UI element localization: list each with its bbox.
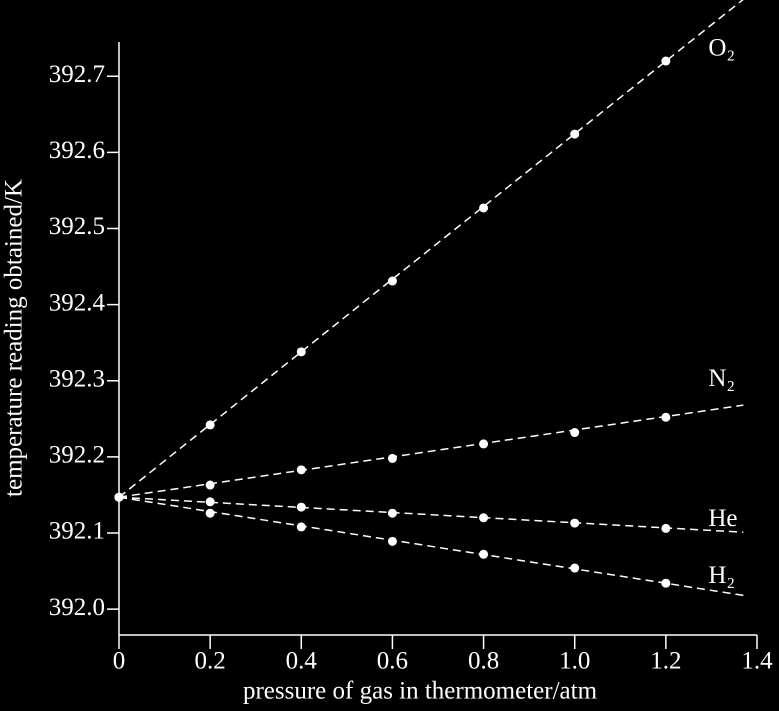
data-point bbox=[661, 523, 671, 533]
data-point bbox=[661, 56, 671, 66]
data-point bbox=[296, 502, 306, 512]
data-point bbox=[479, 439, 489, 449]
fit-line bbox=[119, 496, 744, 597]
x-tick-label: 1.4 bbox=[741, 648, 773, 675]
x-tick-label: 0.6 bbox=[377, 648, 408, 675]
series-label: N₂ bbox=[708, 365, 735, 392]
x-tick-label: 0.2 bbox=[195, 648, 226, 675]
x-tick-label: 1.0 bbox=[559, 648, 590, 675]
series-label: O₂ bbox=[708, 35, 735, 62]
y-tick-label: 392.5 bbox=[49, 213, 105, 240]
data-point bbox=[296, 522, 306, 532]
fit-line bbox=[119, 496, 744, 533]
y-tick-label: 392.7 bbox=[49, 61, 105, 88]
x-tick-label: 0 bbox=[113, 648, 126, 675]
x-axis-label: pressure of gas in thermometer/atm bbox=[243, 678, 598, 705]
data-point bbox=[570, 129, 580, 139]
y-tick-label: 392.1 bbox=[49, 518, 105, 545]
y-tick-label: 392.0 bbox=[49, 594, 105, 621]
fit-line bbox=[119, 404, 744, 498]
series-label: He bbox=[708, 505, 737, 532]
data-point bbox=[387, 276, 397, 286]
x-tick-label: 0.8 bbox=[468, 648, 499, 675]
data-point bbox=[296, 465, 306, 475]
data-point bbox=[114, 492, 124, 502]
data-point bbox=[205, 508, 215, 518]
data-point bbox=[205, 480, 215, 490]
y-axis-label: temperature reading obtained/K bbox=[1, 179, 28, 497]
data-point bbox=[479, 549, 489, 559]
y-tick-label: 392.3 bbox=[49, 365, 105, 392]
x-tick-label: 0.4 bbox=[286, 648, 318, 675]
x-tick-label: 1.2 bbox=[650, 648, 681, 675]
y-tick-label: 392.2 bbox=[49, 442, 105, 469]
y-tick-label: 392.4 bbox=[49, 289, 106, 316]
data-point bbox=[570, 563, 580, 573]
data-point bbox=[570, 428, 580, 438]
data-point bbox=[205, 420, 215, 430]
data-point bbox=[570, 518, 580, 528]
data-point bbox=[387, 508, 397, 518]
data-point bbox=[296, 347, 306, 357]
data-point bbox=[661, 412, 671, 422]
data-point bbox=[387, 536, 397, 546]
data-point bbox=[387, 453, 397, 463]
data-point bbox=[661, 578, 671, 588]
fit-line bbox=[119, 0, 744, 498]
data-point bbox=[205, 497, 215, 507]
data-point bbox=[479, 203, 489, 213]
y-tick-label: 392.6 bbox=[49, 137, 105, 164]
data-point bbox=[479, 513, 489, 523]
series-label: H₂ bbox=[708, 562, 735, 589]
